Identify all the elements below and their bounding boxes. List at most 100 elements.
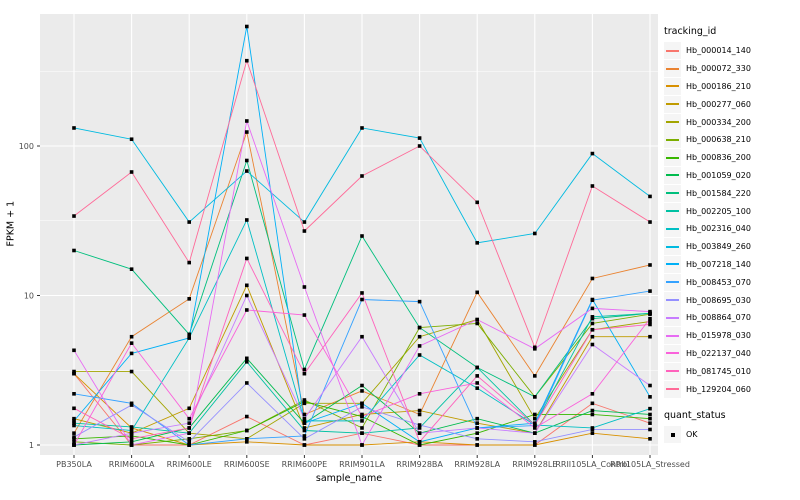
legend-item-label: Hb_129204_060 [686,384,751,394]
legend-item-quant-status: OK [664,426,798,444]
data-point [417,334,422,339]
data-point [417,431,422,435]
data-point [72,419,76,423]
data-point [245,414,249,419]
data-point [129,137,134,142]
x-tick-label: RRIM928LA [454,460,500,469]
x-tick-label: RRIM600PE [282,460,328,469]
legend-item: Hb_003849_260 [664,238,798,256]
data-point [129,434,134,438]
data-point [72,126,76,130]
legend-key-line-sample [664,42,681,60]
data-point [72,406,76,411]
data-point [533,421,537,425]
legend-item: Hb_001584_220 [664,184,798,202]
data-point [590,184,595,188]
legend-line-swatch [666,299,679,302]
data-point [360,291,364,295]
data-point [187,443,191,447]
y-tick-label: 1 [29,441,34,450]
legend-item: Hb_129204_060 [664,380,798,398]
legend-item-label: Hb_001059_020 [686,170,751,180]
data-point [648,427,652,432]
data-point [475,321,479,326]
legend-key-line-sample [664,220,681,238]
data-point [590,315,595,319]
data-point [533,395,537,399]
data-point [129,334,134,339]
legend-key-line-sample [664,95,681,113]
x-tick-label: RRIM928BA [396,460,443,469]
data-point [245,308,249,312]
data-point [129,440,134,444]
data-point [72,423,76,428]
data-point [72,369,76,374]
data-point [129,428,134,433]
data-point [648,421,652,425]
data-point [360,389,364,393]
data-point [417,412,422,417]
legend-line-swatch [666,138,679,141]
data-point [187,421,191,425]
data-point [129,425,134,429]
data-point [245,356,249,361]
legend-key-line-sample [664,202,681,220]
data-point [72,435,76,439]
data-point [590,298,595,303]
legend-key-line-sample [664,344,681,362]
legend-item: Hb_002316_040 [664,220,798,238]
data-point [129,341,134,345]
data-point [302,285,307,289]
x-tick-label: PB350LA [56,460,92,469]
legend-item-label: Hb_000072_330 [686,64,751,74]
data-point [187,406,191,411]
legend-item-label: Hb_003849_260 [686,242,751,252]
data-point [187,416,191,421]
x-tick-label: RRII105LA_Stressed [610,460,690,469]
legend-item: Hb_007218_140 [664,255,798,274]
legend-item: Hb_015978_030 [664,327,798,345]
data-point [302,426,307,430]
data-point [590,316,595,321]
legend-line-swatch [666,281,679,284]
legend-line-swatch [666,103,679,106]
legend-key-line-sample [664,291,681,309]
legend-line-swatch [666,334,679,337]
data-point [302,313,307,317]
legend-item-label: Hb_008453_070 [686,277,751,287]
legend-line-swatch [666,227,679,230]
legend-items-tracking: Hb_000014_140 Hb_000072_330 Hb_000186_210 H… [664,42,798,398]
data-point [417,144,422,148]
data-point [533,443,537,447]
data-point [648,437,652,441]
data-point [590,342,595,347]
data-point [360,443,364,447]
legend-item: Hb_000836_200 [664,149,798,167]
x-tick-label: RRII105LA_Control [555,460,629,469]
data-point [245,283,249,288]
data-point [417,440,422,444]
data-point [129,170,134,174]
data-point [245,360,249,364]
data-point [590,427,595,432]
data-point [245,218,249,222]
legend-item-label: Hb_000186_210 [686,81,751,91]
data-point [590,334,595,339]
data-point [187,332,191,337]
legend-key-line-sample [664,309,681,327]
legend-key-line-sample [664,166,681,184]
data-point [360,419,364,423]
legend-line-swatch [666,245,679,248]
data-point [129,437,134,441]
data-point [648,316,652,321]
legend-key-line-sample [664,327,681,345]
data-point [302,229,307,233]
data-point [533,423,537,427]
data-point [187,260,191,265]
data-point [475,317,479,322]
data-point [187,431,191,435]
data-point [533,431,537,435]
data-point [475,421,479,425]
data-point [475,200,479,205]
